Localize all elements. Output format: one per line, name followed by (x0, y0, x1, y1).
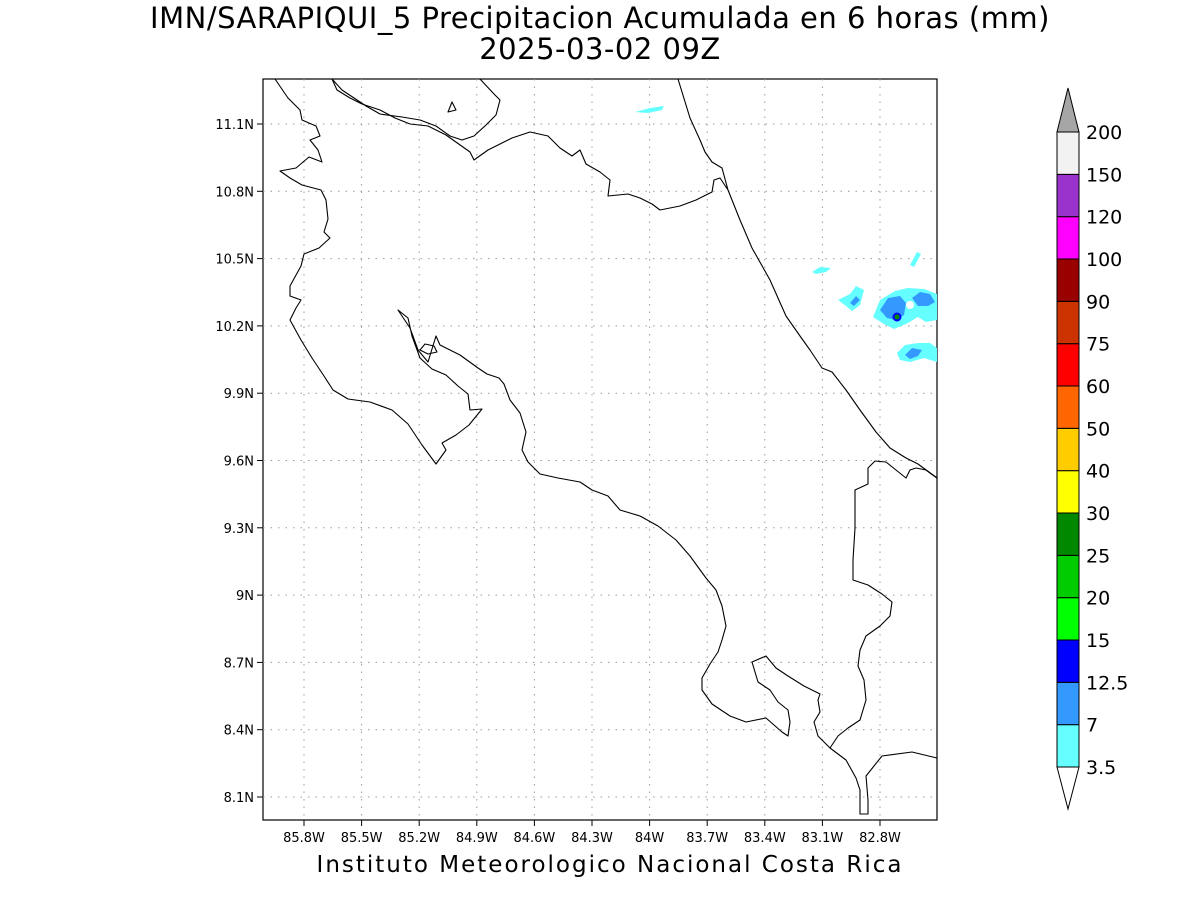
colorbar-level-label: 50 (1086, 418, 1110, 440)
colorbar-level-label: 7 (1086, 715, 1098, 737)
colorbar-level-label: 90 (1086, 291, 1110, 313)
colorbar-level-label: 3.5 (1086, 757, 1116, 779)
colorbar-under-arrow (1056, 766, 1080, 811)
colorbar-swatch (1056, 216, 1080, 260)
precip-cell (910, 252, 921, 267)
longitude-axis: 85.8W 85.5W 85.2W 84.9W 84.6W 84.3W 84W 83.7W 83… (283, 820, 901, 846)
lon-tick-label: 85.2W (398, 831, 440, 846)
pacific-coastline (274, 78, 938, 815)
colorbar-level-label: 30 (1086, 503, 1110, 525)
precip-cell (894, 314, 900, 320)
precip-cell (850, 296, 860, 306)
colorbar-swatch (1056, 681, 1080, 726)
lat-tick-label: 10.2N (215, 320, 254, 335)
colorbar-swatch (1056, 724, 1080, 768)
precip-cell (912, 292, 935, 306)
colorbar-level-label: 100 (1086, 249, 1122, 271)
lon-tick-label: 83.1W (801, 831, 843, 846)
precip-gap (906, 301, 914, 309)
colorbar-level-label: 25 (1086, 545, 1110, 567)
lat-tick-label: 10.5N (215, 253, 254, 268)
lat-tick-label: 9.6N (224, 455, 254, 470)
precipitation-field (635, 106, 937, 362)
colorbar-swatch (1056, 173, 1080, 218)
colorbar-swatch (1056, 300, 1080, 345)
lat-tick-label: 9.3N (224, 522, 254, 537)
colorbar-swatch (1056, 385, 1080, 429)
island (447, 101, 457, 113)
map-frame (262, 78, 938, 821)
lake-shore (331, 78, 501, 141)
colorbar-level-label: 60 (1086, 376, 1110, 398)
colorbar: 3.5 7 12.5 15 20 25 30 40 50 60 75 90 100 120 150 200 (1056, 87, 1128, 811)
lon-tick-label: 85.8W (283, 831, 325, 846)
lon-tick-label: 84W (635, 831, 665, 846)
lat-tick-label: 8.7N (224, 656, 254, 671)
lon-tick-label: 83.4W (744, 831, 786, 846)
lon-tick-label: 82.8W (859, 831, 901, 846)
colorbar-swatch (1056, 554, 1080, 599)
lat-tick-label: 9N (236, 589, 254, 604)
lat-tick-label: 8.4N (224, 724, 254, 739)
colorbar-swatch (1056, 343, 1080, 387)
colorbar-swatch (1056, 131, 1080, 175)
colorbar-level-label: 15 (1086, 630, 1110, 652)
colorbar-level-label: 120 (1086, 207, 1122, 229)
lon-tick-label: 83.7W (686, 831, 728, 846)
colorbar-level-label: 200 (1086, 122, 1122, 144)
colorbar-level-label: 75 (1086, 334, 1110, 356)
colorbar-swatch (1056, 597, 1080, 641)
lon-tick-label: 84.3W (571, 831, 613, 846)
map-valid-time: 2025-03-02 09Z (479, 32, 721, 66)
colorbar-swatch (1056, 258, 1080, 302)
lat-tick-label: 8.1N (224, 791, 254, 806)
island (419, 343, 438, 355)
colorbar-over-arrow (1056, 87, 1080, 133)
colorbar-swatch (1056, 639, 1080, 683)
lat-tick-label: 11.1N (215, 118, 254, 133)
lon-tick-label: 84.6W (513, 831, 555, 846)
footer-credit: Instituto Meteorologico Nacional Costa R… (316, 852, 904, 878)
colorbar-level-label: 150 (1086, 164, 1122, 186)
panama-border (829, 460, 938, 749)
precip-cell (635, 106, 664, 113)
caribbean-coastline (727, 189, 938, 479)
precip-cell (905, 348, 922, 359)
precip-cell (838, 286, 864, 311)
latitude-axis: 11.1N 10.8N 10.5N 10.2N 9.9N 9.6N 9.3N 9N 8.7N 8.… (215, 118, 263, 806)
colorbar-level-label: 40 (1086, 461, 1110, 483)
lon-tick-label: 84.9W (456, 831, 498, 846)
map-title: IMN/SARAPIQUI_5 Precipitacion Acumulada … (150, 1, 1050, 35)
lat-tick-label: 10.8N (215, 185, 254, 200)
colorbar-swatch (1056, 512, 1080, 556)
colorbar-level-label: 20 (1086, 588, 1110, 610)
northern-border (331, 78, 729, 211)
colorbar-swatch (1056, 470, 1080, 514)
precip-cell (812, 267, 831, 274)
colorbar-level-label: 12.5 (1086, 672, 1128, 694)
lon-tick-label: 85.5W (341, 831, 383, 846)
lat-tick-label: 9.9N (224, 387, 254, 402)
colorbar-swatch (1056, 427, 1080, 472)
coastline-layer (274, 78, 938, 815)
